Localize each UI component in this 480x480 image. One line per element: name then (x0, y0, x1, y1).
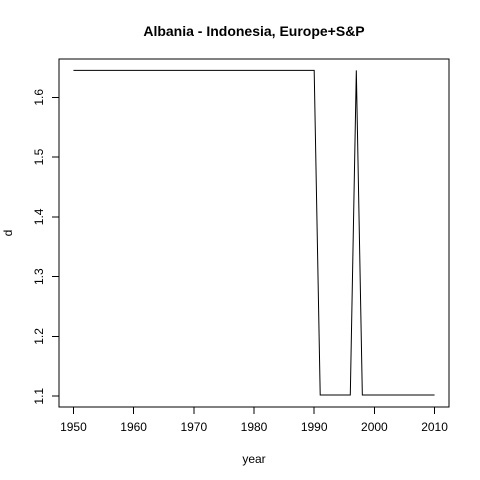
y-tick-label: 1.4 (32, 208, 46, 225)
x-tick-label: 1970 (180, 420, 207, 434)
y-tick-label: 1.5 (32, 148, 46, 165)
series-layer (73, 69, 435, 396)
series-line (73, 69, 435, 396)
y-axis-ticks: 1.1 1.2 1.3 1.4 1.5 1.6 (32, 89, 59, 405)
y-tick-label: 1.2 (32, 328, 46, 345)
x-axis-ticks: 1950 1960 1970 1980 1990 2000 2010 (60, 407, 448, 434)
x-tick-label: 2000 (361, 420, 388, 434)
x-tick-label: 1990 (301, 420, 328, 434)
chart-title: Albania - Indonesia, Europe+S&P (143, 23, 364, 39)
y-tick-label: 1.6 (32, 89, 46, 106)
x-tick-label: 1950 (60, 420, 87, 434)
plot-area-border (58, 58, 450, 408)
y-axis-label: d (1, 230, 15, 237)
x-tick-label: 1980 (241, 420, 268, 434)
y-tick-label: 1.3 (32, 268, 46, 285)
y-tick-label: 1.1 (32, 388, 46, 405)
x-tick-label: 1960 (120, 420, 147, 434)
x-axis-label: year (242, 452, 265, 466)
x-tick-label: 2010 (421, 420, 448, 434)
